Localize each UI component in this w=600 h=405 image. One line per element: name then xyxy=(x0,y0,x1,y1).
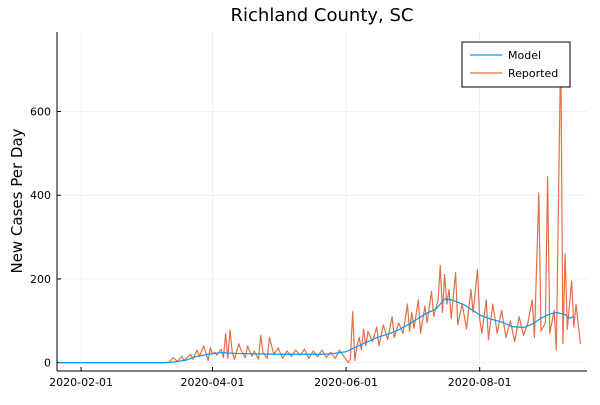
series-line-reported xyxy=(59,43,582,364)
legend-label-model: Model xyxy=(508,49,541,62)
y-tick-label: 0 xyxy=(44,357,51,370)
grid-lines xyxy=(57,32,587,371)
x-tick-label: 2020-04-01 xyxy=(181,376,245,389)
legend-box xyxy=(461,41,571,88)
series-line-model xyxy=(59,298,575,364)
x-tick-label: 2020-06-01 xyxy=(314,376,378,389)
y-tick-labels: 0 200 400 600 xyxy=(30,106,61,370)
legend-label-reported: Reported xyxy=(508,67,558,80)
y-tick-label: 600 xyxy=(30,106,51,119)
y-tick-label: 200 xyxy=(30,273,51,286)
x-tick-label: 2020-08-01 xyxy=(448,376,512,389)
series-lines xyxy=(59,43,582,364)
x-tick-labels: 2020-02-01 2020-04-01 2020-06-01 2020-08-01 xyxy=(49,367,512,389)
y-tick-label: 400 xyxy=(30,189,51,202)
axes xyxy=(56,32,587,372)
chart-title: Richland County, SC xyxy=(231,5,414,26)
legend: Model Reported xyxy=(461,41,571,88)
x-tick-label: 2020-02-01 xyxy=(49,376,113,389)
y-axis-label: New Cases Per Day xyxy=(8,128,26,273)
